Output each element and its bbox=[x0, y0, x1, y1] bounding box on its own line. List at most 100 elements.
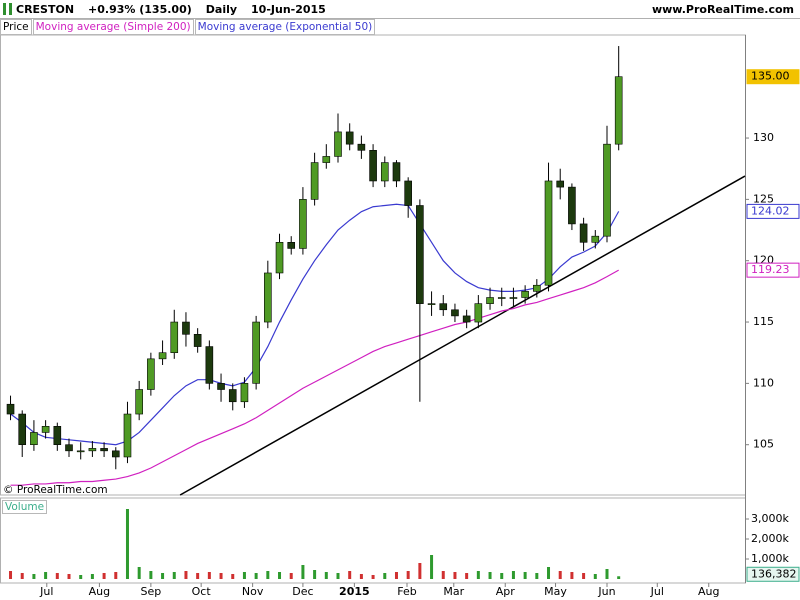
candle-body bbox=[299, 199, 307, 249]
x-tick-label: Dec bbox=[292, 585, 313, 598]
candle-body bbox=[170, 321, 179, 354]
candle-body bbox=[579, 223, 588, 243]
candle-body bbox=[369, 150, 377, 182]
volume-bar bbox=[476, 571, 480, 579]
candle-body bbox=[416, 205, 424, 304]
volume-bar bbox=[488, 572, 492, 579]
volume-bar bbox=[20, 573, 24, 579]
candle-body bbox=[18, 413, 27, 446]
copyright: © ProRealTime.com bbox=[3, 484, 108, 496]
price-panel bbox=[0, 34, 746, 496]
volume-bar bbox=[394, 572, 398, 579]
y-tick-label: 115 bbox=[753, 315, 774, 328]
candle-body bbox=[193, 334, 202, 347]
moving-average-line bbox=[10, 203, 620, 446]
candle-body bbox=[521, 291, 529, 298]
header: CRESTON +0.93% (135.00) Daily 10-Jun-201… bbox=[0, 0, 800, 19]
volume-bar bbox=[102, 573, 106, 579]
candle-body bbox=[240, 383, 249, 403]
volume-panel bbox=[0, 497, 746, 584]
volume-bar bbox=[79, 575, 83, 579]
candle-body bbox=[556, 180, 565, 188]
candle-body bbox=[533, 284, 541, 292]
volume-bar bbox=[593, 574, 597, 579]
volume-bar bbox=[172, 572, 176, 579]
candle-body bbox=[380, 162, 389, 182]
last-value-box bbox=[746, 566, 800, 582]
candle-body bbox=[228, 389, 237, 403]
volume-bar bbox=[371, 575, 375, 579]
candle-body bbox=[287, 242, 296, 249]
volume-bar bbox=[231, 574, 235, 579]
last-value-box bbox=[746, 69, 800, 85]
volume-bar bbox=[359, 574, 363, 579]
candle-body bbox=[486, 297, 494, 304]
volume-bar bbox=[441, 571, 445, 579]
candle-body bbox=[427, 303, 436, 305]
y-tick-label: 110 bbox=[753, 376, 774, 389]
candle-body bbox=[264, 272, 272, 323]
candle-body bbox=[310, 162, 319, 200]
moving-average-line bbox=[10, 269, 619, 486]
volume-bar bbox=[558, 571, 562, 579]
volume-bar bbox=[278, 572, 282, 579]
last-value-label: 136,382 bbox=[751, 567, 797, 580]
candle-body bbox=[76, 450, 85, 453]
candle-body bbox=[111, 450, 120, 458]
candle-body bbox=[404, 180, 412, 206]
volume-y-tick-label: 3,000k bbox=[751, 512, 789, 525]
volume-bar bbox=[184, 571, 188, 579]
y-tick-label: 105 bbox=[753, 438, 774, 451]
candle-body bbox=[88, 448, 97, 452]
interval: Daily bbox=[205, 2, 238, 16]
x-tick-label: May bbox=[544, 585, 567, 598]
candle-body bbox=[41, 426, 50, 433]
last-value-box bbox=[746, 262, 800, 278]
x-tick-label: Apr bbox=[496, 585, 516, 598]
volume-bar bbox=[149, 571, 153, 579]
x-tick-label: Jul bbox=[650, 585, 664, 598]
candle-body bbox=[462, 315, 471, 323]
candle-body bbox=[100, 448, 108, 452]
candle-body bbox=[275, 242, 284, 274]
candle-body bbox=[135, 389, 143, 415]
candle-body bbox=[591, 235, 600, 243]
instrument-icon bbox=[3, 3, 12, 15]
volume-bar bbox=[219, 573, 223, 579]
last-value-box bbox=[746, 203, 800, 219]
legend-entry: Moving average (Exponential 50) bbox=[194, 19, 376, 35]
volume-bar bbox=[570, 572, 574, 579]
candle-body bbox=[474, 303, 483, 323]
y-tick-label: 125 bbox=[753, 192, 774, 205]
x-tick-label: Feb bbox=[397, 585, 416, 598]
candle-body bbox=[357, 143, 366, 151]
volume-bar bbox=[55, 573, 59, 579]
candle-body bbox=[334, 131, 342, 157]
volume-bar bbox=[44, 572, 48, 579]
legend-entry: Moving average (Simple 200) bbox=[32, 19, 194, 35]
volume-bar bbox=[196, 573, 200, 579]
x-tick-label: Oct bbox=[192, 585, 212, 598]
volume-bar bbox=[511, 571, 515, 579]
date: 10-Jun-2015 bbox=[251, 2, 326, 16]
volume-bar bbox=[32, 574, 36, 579]
volume-bar bbox=[336, 573, 340, 579]
legend-price: Price bbox=[0, 19, 32, 35]
volume-bar bbox=[289, 573, 293, 579]
candle-body bbox=[392, 162, 401, 182]
volume-bar bbox=[313, 570, 317, 579]
volume-bar bbox=[125, 509, 129, 579]
trendline bbox=[179, 175, 746, 496]
volume-bar bbox=[137, 567, 141, 579]
candle-body bbox=[252, 321, 260, 384]
candle-body bbox=[6, 403, 15, 415]
volume-bar bbox=[453, 572, 457, 579]
candle-body bbox=[53, 426, 62, 446]
volume-bar bbox=[535, 573, 539, 579]
volume-bar bbox=[301, 565, 305, 579]
volume-bar bbox=[90, 574, 94, 579]
x-tick-label: Mar bbox=[443, 585, 464, 598]
candle-body bbox=[603, 143, 611, 237]
candle-body bbox=[544, 180, 553, 286]
